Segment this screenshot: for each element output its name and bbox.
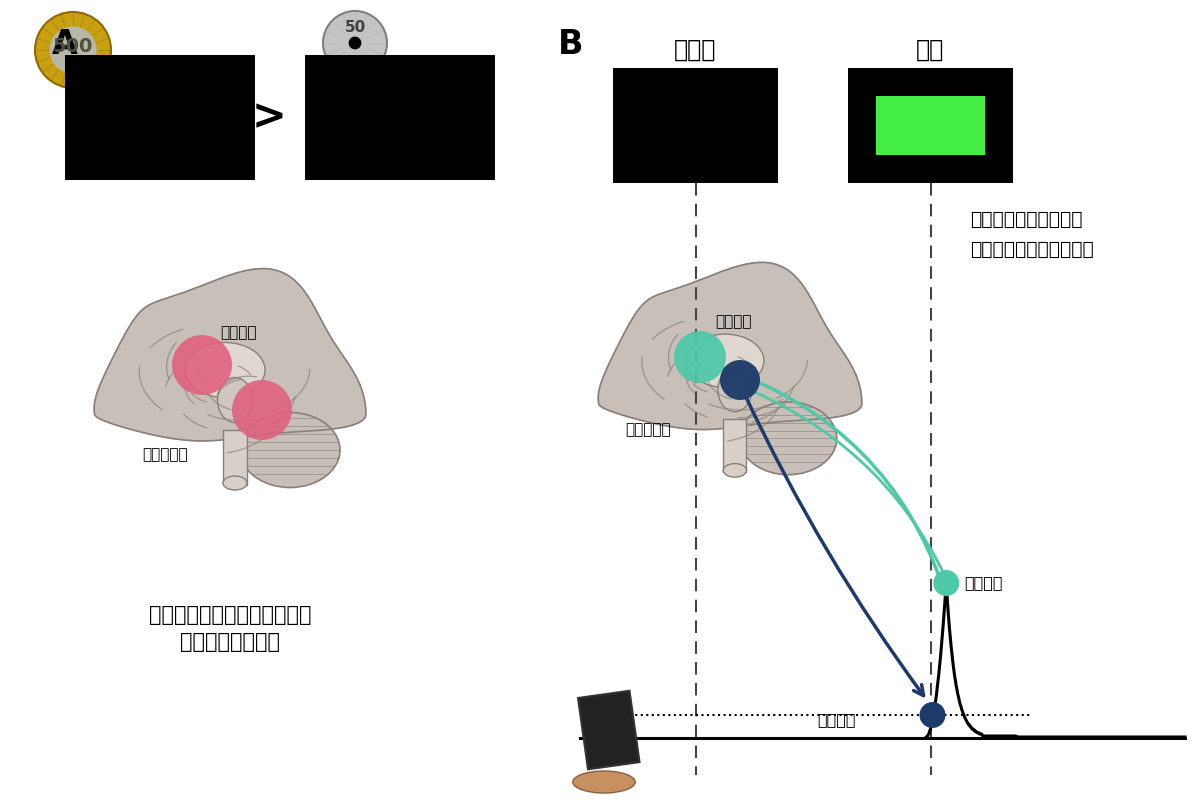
Circle shape bbox=[323, 11, 386, 75]
Bar bbox=[65, 55, 256, 180]
Text: ドン: ドン bbox=[916, 38, 944, 62]
Bar bbox=[305, 55, 496, 180]
Ellipse shape bbox=[217, 378, 252, 422]
Text: 中脳皮質系の活動が、: 中脳皮質系の活動が、 bbox=[970, 210, 1082, 229]
Bar bbox=[724, 419, 746, 472]
Bar bbox=[876, 96, 985, 155]
Text: 中脳皮質系が賦活: 中脳皮質系が賦活 bbox=[180, 632, 280, 652]
Text: A: A bbox=[52, 28, 78, 61]
Bar bbox=[613, 68, 778, 183]
Text: 期待する賞金が大きいほど、: 期待する賞金が大きいほど、 bbox=[149, 605, 311, 625]
Circle shape bbox=[349, 37, 361, 50]
Circle shape bbox=[934, 570, 959, 596]
Polygon shape bbox=[598, 262, 862, 430]
Text: 直後の力の強さを決める: 直後の力の強さを決める bbox=[970, 240, 1093, 259]
Circle shape bbox=[232, 380, 292, 440]
Ellipse shape bbox=[739, 402, 836, 474]
Ellipse shape bbox=[724, 463, 746, 477]
Circle shape bbox=[674, 331, 726, 383]
Circle shape bbox=[919, 702, 946, 728]
Ellipse shape bbox=[240, 413, 340, 487]
Bar bbox=[578, 690, 640, 770]
Text: 500: 500 bbox=[53, 38, 94, 57]
Text: 一次運動野: 一次運動野 bbox=[142, 447, 187, 462]
Text: 反応時間: 反応時間 bbox=[817, 713, 856, 727]
Circle shape bbox=[35, 12, 112, 88]
Text: 腹側中脳: 腹側中脳 bbox=[220, 326, 257, 341]
Circle shape bbox=[49, 26, 96, 74]
Text: >: > bbox=[252, 97, 287, 138]
Bar bbox=[223, 430, 247, 485]
Text: B: B bbox=[558, 28, 583, 61]
Bar bbox=[848, 68, 1013, 183]
Circle shape bbox=[720, 360, 760, 400]
Text: 腹側中脳: 腹側中脳 bbox=[715, 314, 751, 330]
Text: 最大握力: 最大握力 bbox=[965, 575, 1003, 590]
Text: 50: 50 bbox=[344, 20, 366, 35]
Ellipse shape bbox=[185, 342, 265, 398]
Ellipse shape bbox=[223, 476, 247, 490]
Ellipse shape bbox=[686, 334, 764, 387]
Ellipse shape bbox=[718, 368, 752, 412]
Circle shape bbox=[172, 335, 232, 395]
Text: よーい: よーい bbox=[674, 38, 716, 62]
Polygon shape bbox=[94, 269, 366, 441]
Ellipse shape bbox=[572, 771, 635, 793]
Text: 一次運動野: 一次運動野 bbox=[625, 422, 671, 438]
